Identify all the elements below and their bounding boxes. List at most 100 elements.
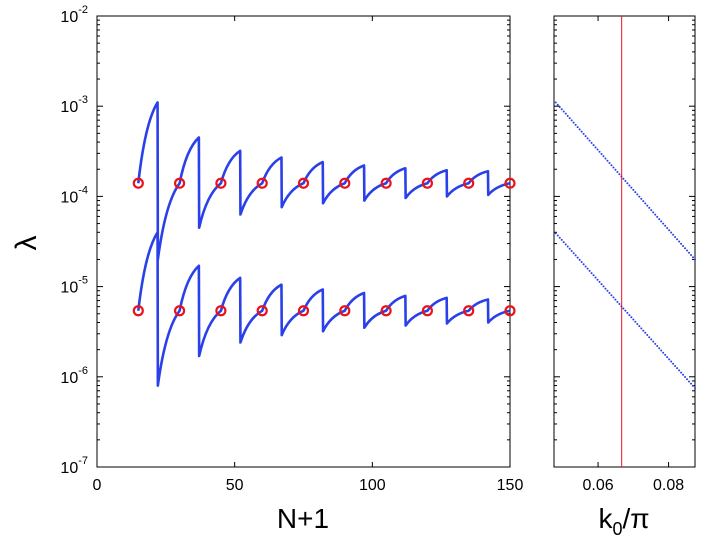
marker-point [339,177,351,189]
ytick-exp: -4 [78,184,88,196]
marker-point [174,177,186,189]
side-dot [694,387,696,390]
side-dot [674,364,677,367]
side-xtick-label: 0.06 [582,477,613,494]
side-dot [586,137,589,140]
main-ylabel: λ [10,236,43,251]
main-ytick-label: 10-5 [60,275,88,297]
side-dot [642,200,645,203]
side-dot [628,314,631,317]
main-xtick-label: 100 [359,477,386,494]
side-dot [652,340,655,343]
side-dot [654,213,657,216]
side-dot [684,247,687,250]
side-dot [636,193,639,196]
side-dot [614,168,617,171]
side-dot [658,347,661,350]
side-dot [654,342,657,345]
side-dot [594,146,597,149]
series-line-lower [137,230,511,387]
marker-point [132,305,144,317]
side-xlabel-k: k [598,503,613,534]
marker-point [380,177,392,189]
marker-point [132,177,144,189]
side-dot [566,245,569,248]
side-dot [678,240,681,243]
main-xtick-label: 150 [497,477,524,494]
side-dot [604,287,607,290]
side-panel: 0.06 0.08 k0/π [553,15,696,539]
ytick-base: 10 [60,370,78,387]
marker-point [215,177,227,189]
side-dot [578,128,581,131]
side-dot [680,242,683,245]
side-dot [568,247,571,250]
main-xtick-label: 50 [226,477,244,494]
side-dot [586,267,589,270]
side-dot [692,256,695,259]
ytick-exp: -5 [78,275,88,287]
side-ticks: 0.06 0.08 [554,15,695,494]
side-dot [652,211,655,214]
side-dot [602,285,605,288]
side-dot [592,274,595,277]
side-dot [692,384,695,387]
side-dot [650,338,653,341]
marker-point [256,177,268,189]
side-dot [626,311,629,314]
side-dot [564,243,567,246]
side-dot [646,334,649,336]
side-xtick-label: 0.08 [653,477,684,494]
ytick-exp: -3 [78,94,88,106]
side-dot [656,345,659,348]
side-dot [610,294,613,297]
side-dot [666,227,669,230]
main-series [137,101,511,387]
side-dot [574,254,577,257]
side-dot [582,132,585,135]
side-dot [574,123,577,126]
side-dot [618,303,621,306]
side-dots [554,101,696,390]
main-ytick-label: 10-6 [60,365,88,387]
side-dot [686,378,689,381]
side-dot [590,272,593,275]
side-dot [588,269,591,272]
side-dot [616,300,619,303]
side-dot [604,157,607,160]
side-dot [598,280,601,283]
side-dot [630,186,633,189]
side-dot [682,244,685,247]
side-dot [582,263,585,266]
side-dot [630,316,633,319]
side-dot [656,215,659,218]
side-dot [608,291,611,294]
main-ytick-label: 10-4 [60,184,88,206]
side-dot [632,188,635,191]
side-dot [602,155,605,158]
side-dot [576,256,579,259]
side-dot [598,150,601,153]
side-xlabel-tail: /π [622,503,649,534]
side-dot [622,177,625,180]
side-dot [584,135,587,138]
side-dot [626,182,629,185]
side-dot [676,367,679,370]
side-dot [568,117,571,120]
side-dot [668,358,671,361]
marker-point [504,177,516,189]
side-dot [660,220,663,223]
side-dot [588,139,591,142]
side-dot [640,327,643,330]
main-xlabel: N+1 [277,503,329,534]
ytick-base: 10 [60,99,78,116]
side-dot [580,130,583,133]
side-dot [556,103,559,106]
side-dot [570,119,573,122]
side-dot [644,331,647,334]
side-dot [572,252,575,255]
side-dot [666,356,669,359]
side-dot [600,283,603,286]
side-dot [594,276,597,279]
ytick-exp: -2 [78,4,88,16]
